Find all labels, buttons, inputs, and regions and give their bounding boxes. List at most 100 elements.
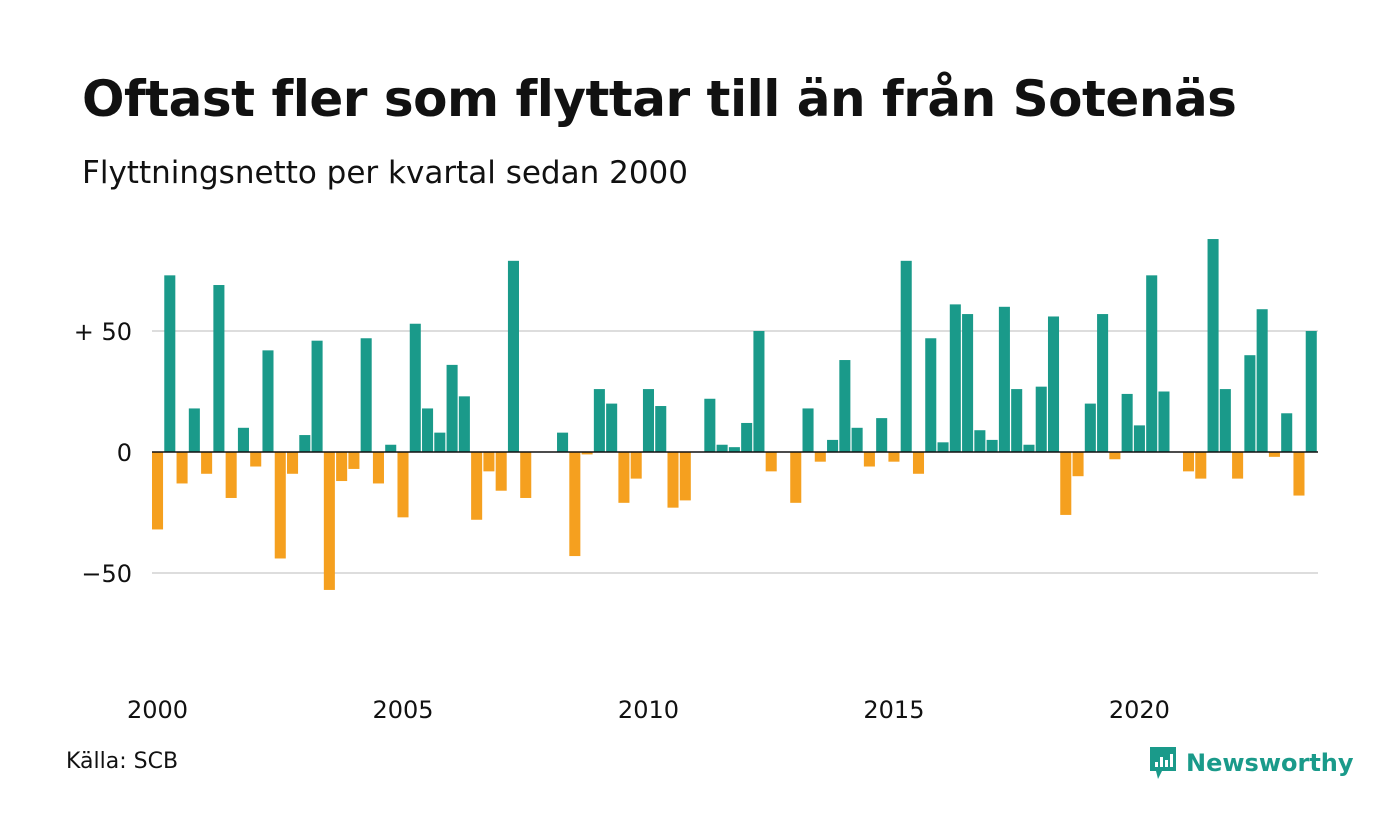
- bar: [1244, 355, 1256, 452]
- bar: [323, 452, 335, 590]
- bar: [1035, 386, 1047, 452]
- bar: [446, 364, 458, 452]
- bar: [1158, 391, 1170, 452]
- bar: [237, 427, 249, 452]
- bar: [900, 260, 912, 452]
- bar: [741, 422, 753, 452]
- bar: [1219, 389, 1231, 452]
- bar: [593, 389, 605, 452]
- bar: [471, 452, 483, 520]
- y-tick-label: −50: [81, 560, 132, 588]
- bar: [213, 285, 225, 452]
- bar: [802, 408, 814, 452]
- bar: [360, 338, 372, 452]
- y-tick-label: 0: [117, 439, 132, 467]
- bar: [827, 439, 839, 452]
- bar: [839, 360, 851, 452]
- bar: [1207, 239, 1219, 452]
- bar: [618, 452, 630, 503]
- bar: [1133, 425, 1145, 452]
- bars: [152, 239, 1317, 590]
- bar: [495, 452, 507, 491]
- bar: [348, 452, 360, 469]
- bar: [299, 435, 311, 452]
- bar: [507, 260, 519, 452]
- bar: [1011, 389, 1023, 452]
- x-tick-label: 2010: [618, 696, 679, 724]
- bar: [385, 444, 397, 452]
- bar: [1121, 393, 1133, 452]
- x-tick-label: 2015: [863, 696, 924, 724]
- bar: [274, 452, 286, 559]
- bar: [336, 452, 348, 482]
- bar: [851, 427, 863, 452]
- bar: [434, 432, 446, 452]
- bar: [520, 452, 532, 498]
- bar: [876, 418, 888, 452]
- bar: [925, 338, 937, 452]
- bar: [483, 452, 495, 472]
- bar: [409, 323, 421, 452]
- bar: [287, 452, 299, 474]
- bar: [986, 439, 998, 452]
- bar: [1060, 452, 1072, 515]
- bar: [888, 452, 900, 462]
- bar: [753, 331, 765, 452]
- bar: [716, 444, 728, 452]
- x-tick-label: 2000: [127, 696, 188, 724]
- bar: [311, 340, 323, 452]
- bar: [998, 306, 1010, 452]
- bar: [1268, 452, 1280, 457]
- bar: [1109, 452, 1121, 460]
- bar: [1195, 452, 1207, 479]
- bar: [1023, 444, 1035, 452]
- bar: [704, 398, 716, 452]
- bar: [225, 452, 237, 498]
- bar: [790, 452, 802, 503]
- bar: [372, 452, 384, 484]
- bar: [188, 408, 200, 452]
- x-tick-label: 2020: [1109, 696, 1170, 724]
- newsworthy-chart-icon: [1150, 747, 1176, 779]
- bar: [1293, 452, 1305, 496]
- bar: [1146, 275, 1158, 452]
- bar: [912, 452, 925, 474]
- source-note: Källa: SCB: [66, 749, 179, 774]
- bar: [630, 452, 642, 479]
- bar: [1281, 413, 1293, 452]
- bar: [728, 447, 740, 452]
- bar: [1232, 452, 1244, 479]
- bar: [1182, 452, 1195, 472]
- bar: [642, 389, 654, 452]
- bar: [1305, 331, 1317, 452]
- y-tick-label: + 50: [74, 318, 132, 346]
- bar: [250, 452, 262, 467]
- bar: [765, 452, 777, 472]
- bar: [1047, 316, 1060, 452]
- chart-title: Oftast fler som flyttar till än från Sot…: [82, 70, 1237, 128]
- bar: [1084, 403, 1096, 452]
- bar: [863, 452, 875, 467]
- bar: [176, 452, 188, 484]
- gridlines: [152, 330, 1318, 574]
- axes: + 50 0 −50 2000 2005 2010 2015 2020: [74, 318, 1318, 724]
- bar: [1097, 314, 1109, 452]
- bar: [679, 452, 691, 501]
- bar: [581, 452, 593, 455]
- bar: [164, 275, 176, 452]
- bar: [949, 304, 961, 452]
- bar: [458, 396, 470, 452]
- bar: [569, 452, 581, 557]
- chart-subtitle: Flyttningsnetto per kvartal sedan 2000: [82, 155, 688, 191]
- brand-name: Newsworthy: [1186, 749, 1354, 777]
- x-tick-label: 2005: [372, 696, 433, 724]
- bar: [1072, 452, 1084, 477]
- bar: [152, 452, 164, 530]
- bar: [397, 452, 409, 518]
- bar: [262, 350, 274, 452]
- bar: [201, 452, 213, 474]
- bar: [422, 408, 434, 452]
- bar: [814, 452, 826, 462]
- bar: [655, 406, 667, 452]
